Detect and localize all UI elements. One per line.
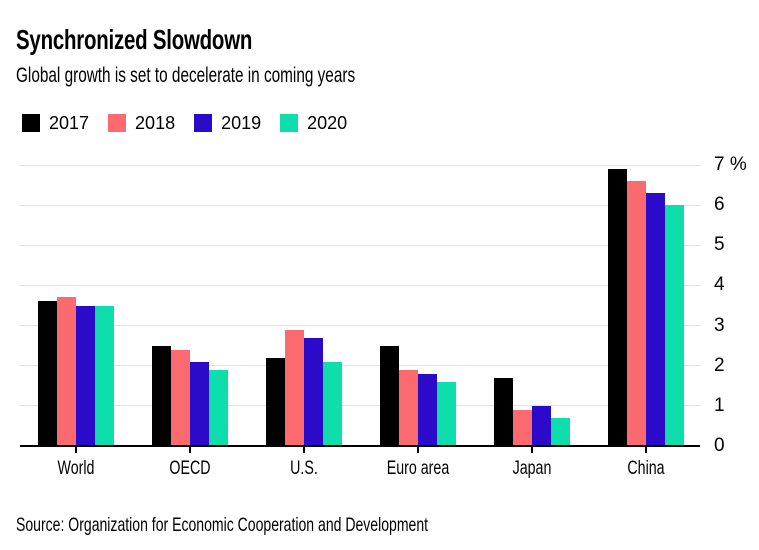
bar-2020-world xyxy=(95,305,114,446)
gridline xyxy=(20,325,700,327)
gridline xyxy=(20,244,700,246)
legend-swatch-2017 xyxy=(22,114,40,132)
x-axis-category-label: World xyxy=(57,457,95,479)
legend-swatch-2020 xyxy=(280,114,299,132)
bar-2018-oecd xyxy=(171,349,190,446)
bar-2017-china xyxy=(608,169,627,446)
source-note: Source: Organization for Economic Cooper… xyxy=(16,514,429,536)
bar-2017-euro-area xyxy=(380,345,399,446)
bar-2020-oecd xyxy=(209,369,228,446)
x-axis-tick xyxy=(303,447,305,453)
legend-item-2019: 2019 xyxy=(194,114,261,132)
y-axis-tick-label: 4 xyxy=(714,274,725,296)
bar-2018-world xyxy=(57,297,76,446)
chart-subtitle: Global growth is set to decelerate in co… xyxy=(16,64,356,87)
bar-2019-u-s- xyxy=(304,337,323,446)
legend-label: 2018 xyxy=(135,113,176,133)
legend-label: 2019 xyxy=(221,113,262,133)
gridline xyxy=(20,405,700,407)
bar-2020-china xyxy=(665,205,684,446)
y-axis-tick-label: 1 xyxy=(714,394,725,416)
y-axis-tick-label: 2 xyxy=(714,354,725,376)
x-axis-baseline xyxy=(20,445,700,447)
bar-2019-euro-area xyxy=(418,373,437,446)
x-axis-tick xyxy=(531,447,533,453)
bar-2018-china xyxy=(627,181,646,446)
x-axis-tick xyxy=(417,447,419,453)
bar-2018-euro-area xyxy=(399,369,418,446)
legend-item-2017: 2017 xyxy=(22,114,89,132)
x-axis-category-label: China xyxy=(627,457,665,479)
bar-2018-japan xyxy=(513,409,532,446)
chart-title: Synchronized Slowdown xyxy=(16,24,253,55)
bar-2020-japan xyxy=(551,417,570,446)
legend-label: 2020 xyxy=(307,113,348,133)
bar-2019-world xyxy=(76,305,95,446)
y-axis-tick-label: 5 xyxy=(714,234,725,256)
gridline xyxy=(20,365,700,367)
x-axis-category-label: Euro area xyxy=(386,457,450,479)
bar-2017-oecd xyxy=(152,345,171,446)
chart-legend: 2017 2018 2019 2020 xyxy=(22,114,347,132)
y-axis-tick-label: 0 xyxy=(714,435,725,456)
x-axis-category-label: OECD xyxy=(169,457,211,479)
bar-2020-u-s- xyxy=(323,361,342,446)
gridline xyxy=(20,164,700,166)
gridline xyxy=(20,284,700,286)
legend-item-2020: 2020 xyxy=(280,114,347,132)
bar-2017-world xyxy=(38,301,57,446)
bar-2018-u-s- xyxy=(285,329,304,446)
legend-swatch-2019 xyxy=(194,114,213,132)
y-axis-tick-label: 6 xyxy=(714,194,725,216)
legend-label: 2017 xyxy=(49,113,90,133)
x-axis-category-label: U.S. xyxy=(290,457,318,479)
bar-2019-china xyxy=(646,193,665,446)
bar-2019-oecd xyxy=(190,361,209,446)
bar-2020-euro-area xyxy=(437,381,456,446)
y-axis-tick-label: 7 % xyxy=(714,154,747,175)
y-axis-tick-label: 3 xyxy=(714,314,725,336)
legend-item-2018: 2018 xyxy=(108,114,175,132)
x-axis-tick xyxy=(75,447,77,453)
bar-chart: 0 1 2 3 4 5 6 7 % World OECD U.S. Euro area Japan Chi… xyxy=(0,150,759,480)
bar-2017-u-s- xyxy=(266,357,285,446)
gridline xyxy=(20,204,700,206)
bar-2019-japan xyxy=(532,405,551,446)
x-axis-category-label: Japan xyxy=(512,457,552,479)
legend-swatch-2018 xyxy=(108,114,127,132)
x-axis-tick xyxy=(189,447,191,453)
bar-2017-japan xyxy=(494,377,513,446)
x-axis-tick xyxy=(645,447,647,453)
